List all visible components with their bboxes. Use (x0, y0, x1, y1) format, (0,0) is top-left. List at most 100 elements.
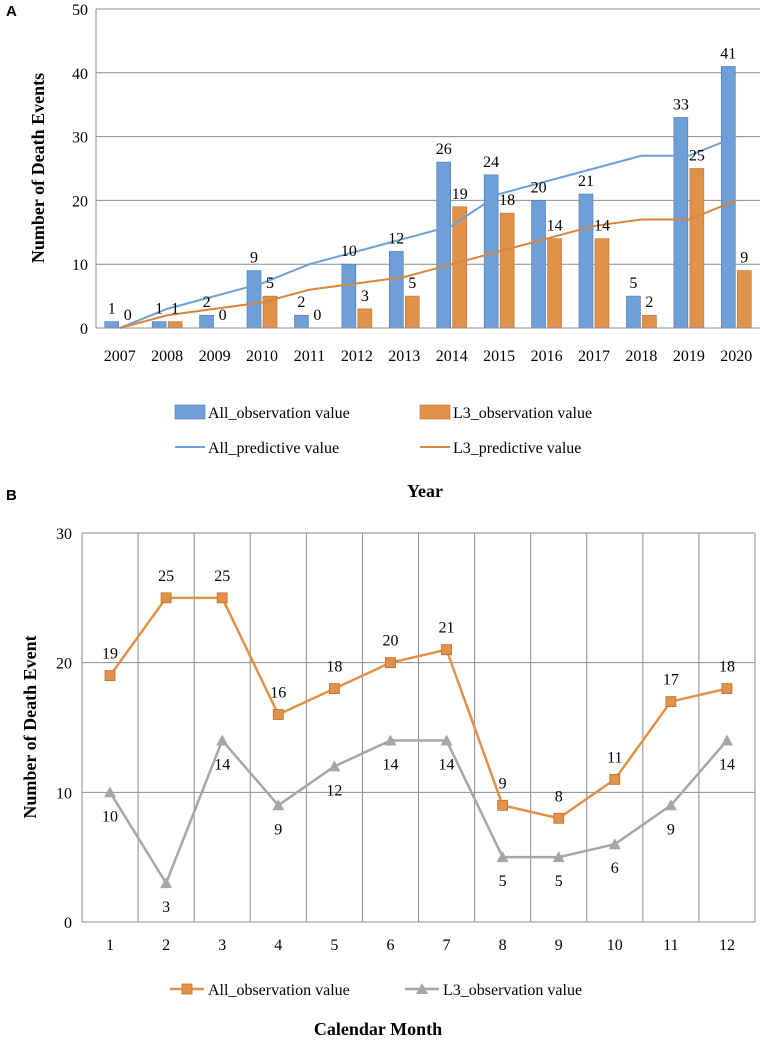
panel-b-y-tick-label: 30 (56, 526, 72, 543)
panel-a-y-tick-label: 0 (80, 321, 88, 338)
panel-a-x-tick-label: 2007 (104, 348, 136, 365)
panel-a-data-label-all: 1 (108, 301, 116, 318)
panel-a-x-tick-label: 2016 (531, 348, 563, 365)
panel-b-marker-l3-observation (384, 734, 397, 746)
panel-a-bar-l3-observation (547, 238, 562, 329)
panel-b-data-label-all: 8 (555, 788, 563, 805)
panel-a-data-label-all: 10 (341, 243, 357, 260)
panel-b-data-label-l3: 10 (102, 808, 118, 825)
panel-a-bar-all-observation (578, 193, 594, 329)
panel-b-marker-l3-observation (608, 838, 621, 850)
panel-a-bar-l3-observation (736, 270, 752, 329)
panel-a-data-label-all: 5 (629, 275, 637, 292)
panel-a-bar-l3-observation (167, 321, 183, 329)
panel-a-bar-all-observation (388, 251, 404, 329)
panel-b-marker-all-observation (497, 799, 509, 811)
panel-a-data-label-l3: 14 (547, 218, 563, 235)
panel-b-x-axis-title: Calendar Month (314, 1019, 442, 1039)
panel-a-data-label-all: 41 (720, 45, 736, 62)
panel-b-marker-all-observation (609, 773, 621, 785)
panel-b-y-tick-label: 10 (56, 785, 72, 802)
panel-b-marker-l3-observation (552, 851, 565, 863)
panel-a-line-all-predictive (119, 135, 737, 329)
panel-b-legend-label: L3_observation value (443, 982, 582, 999)
panel-a-x-axis-title: Year (407, 481, 443, 501)
panel-a-data-label-l3: 0 (124, 307, 132, 324)
panel-a-legend-label: All_predictive value (208, 440, 339, 457)
panel-b-marker-l3-observation (440, 734, 453, 746)
panel-a-bar-l3-observation (642, 314, 657, 329)
panel-b-x-tick-label: 4 (274, 937, 282, 954)
panel-b-legend: All_observation value L3_observation valu… (170, 982, 582, 999)
panel-a-bar-all-observation (720, 66, 736, 329)
panel-b-marker-all-observation (385, 657, 396, 669)
panel-a-data-label-all: 1 (155, 301, 163, 318)
panel-b-data-label-all: 16 (270, 685, 286, 702)
panel-a-legend-label: L3_predictive value (453, 440, 581, 457)
panel-a-legend-swatch (419, 404, 451, 420)
panel-a-data-label-all: 12 (388, 230, 404, 247)
panel-a-x-tick-label: 2018 (625, 348, 657, 365)
panel-a-data-label-l3: 3 (361, 288, 369, 305)
panel-b-marker-l3-observation (104, 786, 117, 798)
panel-b-marker-all-observation (441, 644, 452, 656)
panel-b-x-tick-label: 12 (719, 937, 735, 954)
panel-b-data-label-l3: 6 (611, 860, 619, 877)
panel-a-data-label-l3: 18 (499, 192, 515, 209)
panel-a-data-label-all: 2 (297, 294, 305, 311)
panel-a-legend-label: All_observation value (208, 405, 350, 422)
panel-b-line-all-observation (109, 596, 728, 820)
panel-b-marker-l3-observation (328, 760, 341, 772)
panel-b-y-tick-label: 20 (56, 656, 72, 673)
panel-b-data-label-l3: 5 (555, 873, 563, 890)
panel-b-data-label-all: 18 (326, 659, 342, 676)
panel-a-data-label-l3: 19 (452, 186, 468, 203)
panel-a-data-label-all: 9 (250, 250, 258, 267)
panel-a-x-tick-label: 2020 (720, 348, 752, 365)
panel-b-data-label-all: 21 (439, 620, 455, 637)
panel-a-line-l3-predictive (119, 199, 737, 329)
panel-b-legend-swatch (416, 983, 428, 994)
panel-a-data-label-all: 24 (483, 154, 499, 171)
panel-b-data-label-l3: 14 (719, 756, 735, 773)
panel-a-bar-all-observation (531, 200, 546, 329)
panel-a-x-tick-label: 2019 (673, 348, 705, 365)
panel-a-bar-l3-observation (357, 308, 373, 329)
panel-a-x-tick-label: 2013 (388, 348, 420, 365)
panel-a-data-label-l3: 25 (689, 148, 705, 165)
panel-a-x-tick-label: 2011 (294, 348, 325, 365)
panel-b-marker-all-observation (104, 670, 116, 682)
panel-b-data-label-all: 25 (214, 568, 230, 585)
panel-b-data-label-l3: 9 (274, 821, 282, 838)
panel-a-bar-all-observation (246, 270, 262, 329)
panel-b-data-label-l3: 14 (382, 756, 398, 773)
panel-b-marker-all-observation (553, 812, 565, 824)
panel-a-letter: A (6, 3, 17, 20)
panel-b-marker-l3-observation (272, 799, 285, 811)
panel-a-x-tick-label: 2014 (436, 348, 468, 365)
panel-a-bar-all-observation (294, 314, 309, 329)
panel-a-legend: All_observation value L3_observation valu… (174, 404, 592, 457)
panel-a-data-label-l3: 5 (408, 275, 416, 292)
panel-b-data-label-l3: 3 (162, 899, 170, 916)
panel-b-marker-l3-observation (160, 877, 173, 889)
panel-b-data-label-l3: 14 (214, 756, 230, 773)
panel-b-x-tick-label: 3 (218, 937, 226, 954)
panel-a-data-label-l3: 14 (594, 218, 610, 235)
panel-a-y-tick-label: 30 (72, 130, 88, 147)
panel-a-data-label-all: 26 (436, 141, 452, 158)
panel-b-marker-all-observation (272, 709, 284, 720)
panel-b-x-tick-label: 2 (162, 937, 170, 954)
panel-b-x-tick-label: 9 (555, 937, 563, 954)
panel-a-y-axis-title: Number of Death Events (28, 73, 48, 263)
panel-a-x-tick-label: 2008 (151, 348, 183, 365)
panel-a-x-tick-label: 2010 (246, 348, 278, 365)
panel-b-marker-l3-observation (496, 851, 509, 863)
panel-b-line-l3-observation (108, 738, 728, 886)
panel-b-data-label-all: 17 (663, 672, 679, 689)
panel-b-marker-all-observation (328, 683, 340, 694)
panel-a-data-label-l3: 9 (740, 250, 748, 267)
